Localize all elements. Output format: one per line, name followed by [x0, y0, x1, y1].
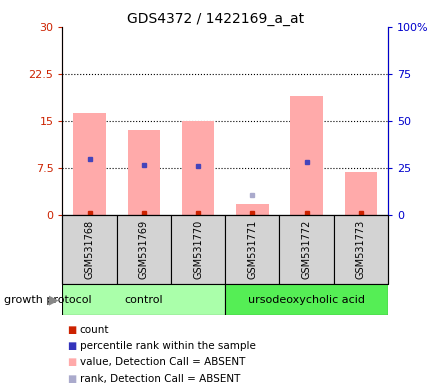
Bar [224, 215, 279, 284]
Text: ursodeoxycholic acid: ursodeoxycholic acid [248, 295, 364, 305]
Text: GSM531773: GSM531773 [355, 220, 365, 279]
Bar [62, 284, 225, 315]
Text: GSM531769: GSM531769 [138, 220, 148, 279]
Text: growth protocol: growth protocol [4, 295, 92, 305]
Bar [117, 215, 171, 284]
Text: GSM531771: GSM531771 [247, 220, 257, 279]
Text: ▶: ▶ [49, 293, 58, 306]
Bar [236, 204, 268, 215]
Bar [181, 121, 214, 215]
Bar [73, 113, 106, 215]
Text: percentile rank within the sample: percentile rank within the sample [80, 341, 255, 351]
Text: ■: ■ [67, 374, 76, 384]
Text: GSM531770: GSM531770 [193, 220, 203, 279]
Text: count: count [80, 325, 109, 335]
Text: ■: ■ [67, 358, 76, 367]
Text: GDS4372 / 1422169_a_at: GDS4372 / 1422169_a_at [127, 12, 303, 25]
Bar [333, 215, 387, 284]
Bar [344, 172, 376, 215]
Bar [127, 131, 160, 215]
Text: rank, Detection Call = ABSENT: rank, Detection Call = ABSENT [80, 374, 240, 384]
Bar [225, 284, 387, 315]
Bar [290, 96, 322, 215]
Text: control: control [124, 295, 163, 305]
Bar [62, 215, 117, 284]
Text: ■: ■ [67, 341, 76, 351]
Text: GSM531768: GSM531768 [84, 220, 95, 279]
Text: value, Detection Call = ABSENT: value, Detection Call = ABSENT [80, 358, 245, 367]
Bar [279, 215, 333, 284]
Text: ■: ■ [67, 325, 76, 335]
Bar [171, 215, 224, 284]
Text: GSM531772: GSM531772 [301, 220, 311, 279]
